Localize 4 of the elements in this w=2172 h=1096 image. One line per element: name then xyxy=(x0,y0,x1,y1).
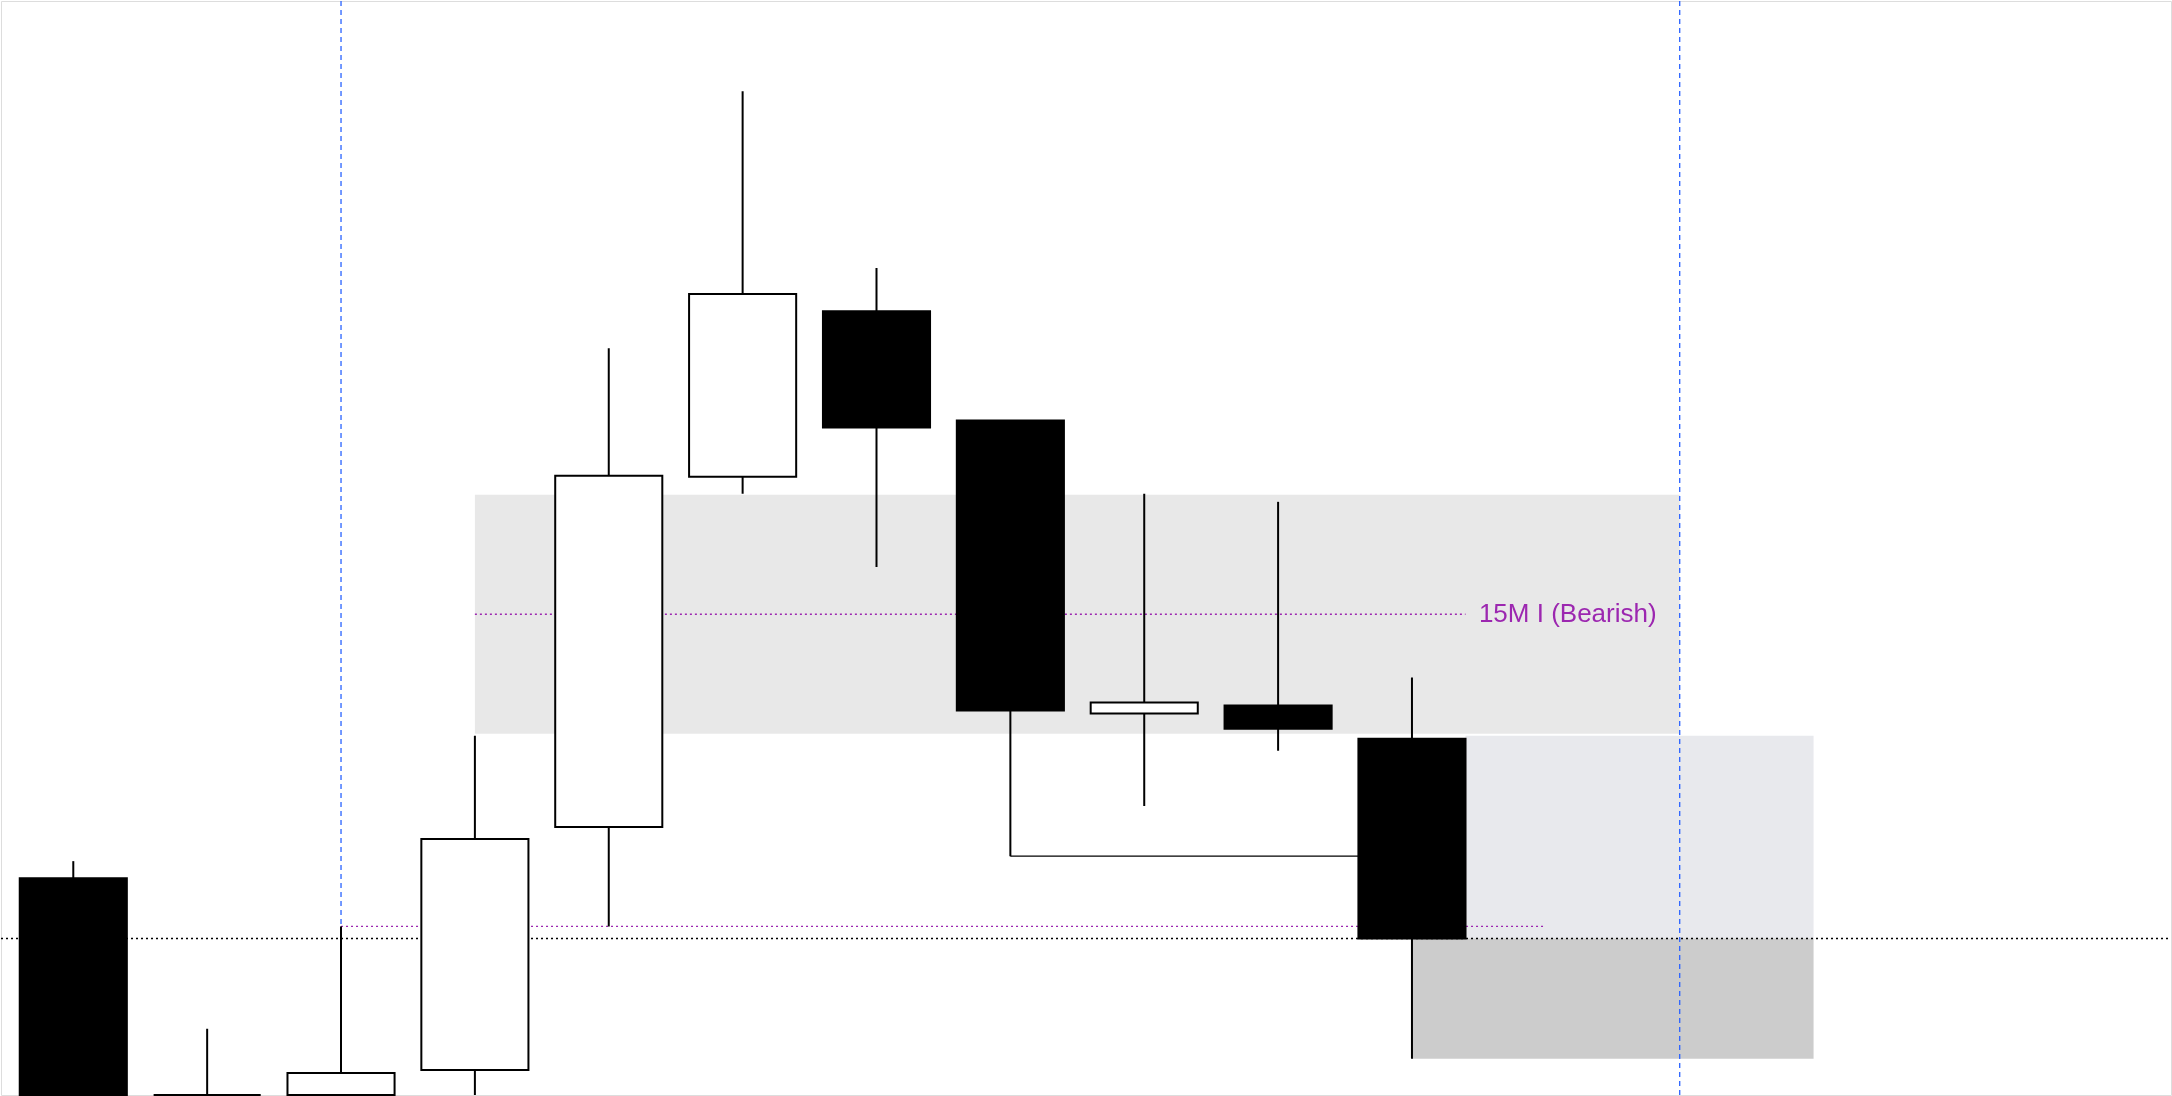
candlestick xyxy=(152,1027,262,1096)
candlestick xyxy=(1223,500,1333,752)
candlestick xyxy=(1089,492,1199,807)
ref-line-label: 15M I (Bearish) xyxy=(1478,598,1657,629)
